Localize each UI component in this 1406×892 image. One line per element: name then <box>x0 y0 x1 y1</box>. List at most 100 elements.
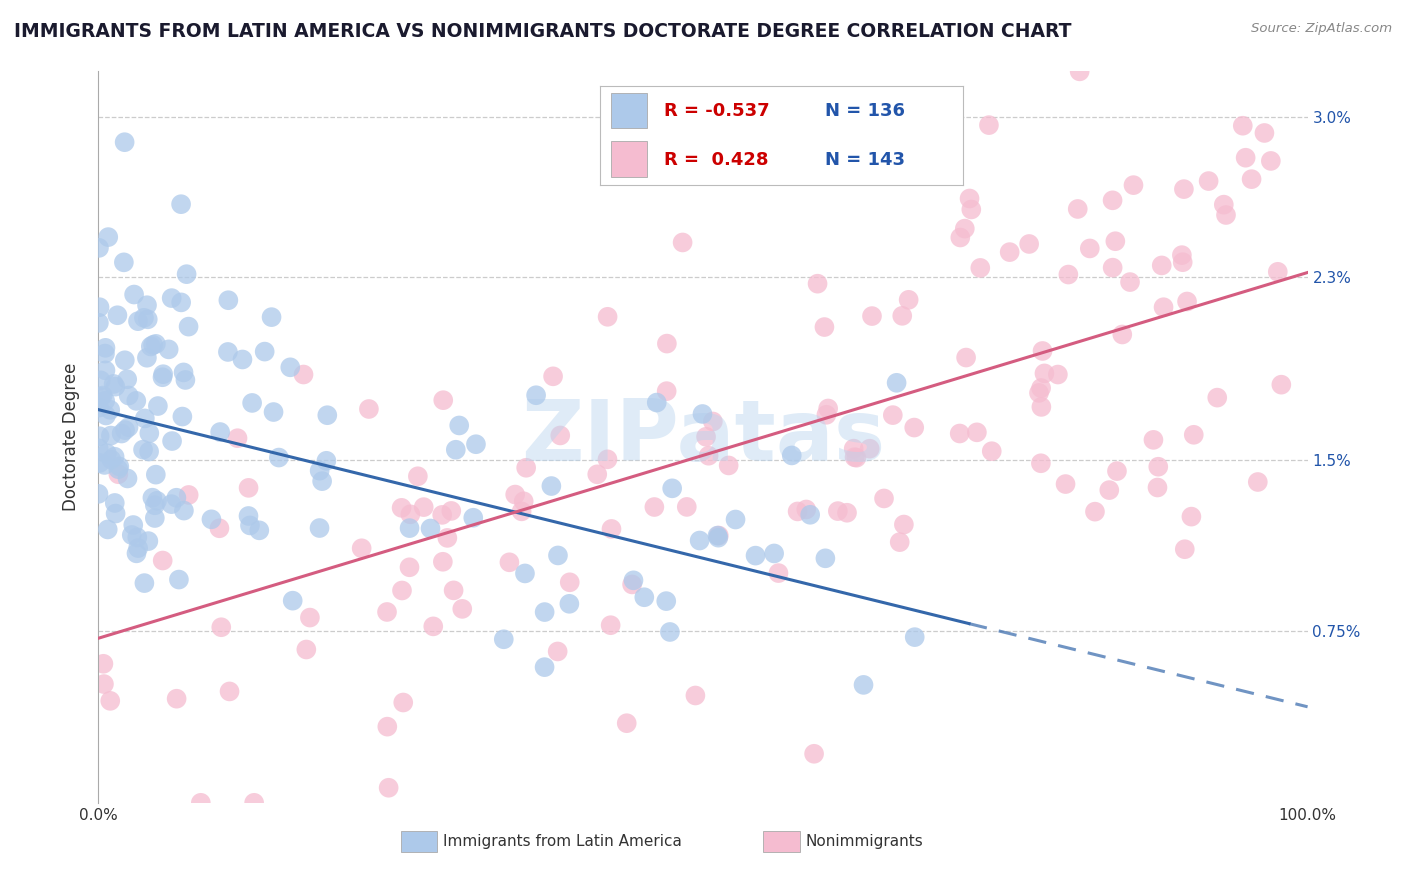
Point <box>114 353 136 368</box>
Point <box>1033 367 1056 381</box>
Point <box>443 583 465 598</box>
Point <box>170 295 193 310</box>
Point <box>104 507 127 521</box>
Point <box>768 566 790 580</box>
Point <box>524 388 547 402</box>
Point <box>655 336 678 351</box>
Point <box>512 494 534 508</box>
Point <box>658 624 681 639</box>
Point <box>398 560 420 574</box>
Point <box>1069 64 1091 78</box>
Point <box>375 720 398 734</box>
Point <box>170 197 193 211</box>
Point <box>1174 542 1197 557</box>
Point <box>117 471 139 485</box>
Point <box>799 508 821 522</box>
Point <box>465 437 488 451</box>
Point <box>167 573 190 587</box>
Point <box>803 747 825 761</box>
Point <box>377 780 399 795</box>
Point <box>1104 234 1126 248</box>
Point <box>136 298 159 312</box>
Point <box>842 442 865 456</box>
Point <box>763 546 786 560</box>
Text: ZIPatas: ZIPatas <box>520 395 886 479</box>
Point <box>1018 237 1040 252</box>
Point <box>160 497 183 511</box>
Point <box>510 504 533 518</box>
Point <box>160 434 183 448</box>
Point <box>436 531 458 545</box>
Point <box>391 500 413 515</box>
Point <box>969 260 991 275</box>
Point <box>125 546 148 560</box>
Point <box>744 549 766 563</box>
Point <box>412 500 434 515</box>
Point <box>190 796 212 810</box>
Point <box>114 135 136 149</box>
Point <box>977 118 1000 132</box>
Point <box>107 462 129 476</box>
Point <box>1232 119 1254 133</box>
Point <box>444 442 467 457</box>
Point <box>1098 483 1121 497</box>
Point <box>138 444 160 458</box>
Point <box>127 530 149 544</box>
Point <box>1067 202 1090 216</box>
Point <box>146 399 169 413</box>
Point <box>596 310 619 324</box>
Point <box>107 308 129 322</box>
Point <box>87 442 110 456</box>
Point <box>295 642 318 657</box>
Point <box>110 426 132 441</box>
Point <box>260 310 283 325</box>
Point <box>398 521 420 535</box>
Point <box>239 518 262 533</box>
Point <box>97 523 120 537</box>
Point <box>143 511 166 525</box>
Point <box>127 541 149 555</box>
Point <box>1146 481 1168 495</box>
Point <box>852 678 875 692</box>
Point <box>1247 475 1270 489</box>
Point <box>586 467 609 482</box>
Point <box>141 491 163 505</box>
Point <box>121 528 143 542</box>
Point <box>132 310 155 325</box>
Point <box>980 444 1002 458</box>
Point <box>449 418 471 433</box>
Point <box>89 456 111 470</box>
Point <box>114 423 136 437</box>
Point <box>1057 268 1080 282</box>
Point <box>146 493 169 508</box>
Point <box>226 431 249 445</box>
Point <box>177 319 200 334</box>
Point <box>1182 427 1205 442</box>
Point <box>96 446 118 460</box>
Point <box>655 594 678 608</box>
Y-axis label: Doctorate Degree: Doctorate Degree <box>62 363 80 511</box>
Point <box>350 541 373 556</box>
Point <box>138 426 160 441</box>
Point <box>873 491 896 506</box>
Point <box>616 716 638 731</box>
Point <box>94 363 117 377</box>
Point <box>806 277 828 291</box>
Point <box>134 576 156 591</box>
Point <box>596 452 619 467</box>
Point <box>315 454 337 468</box>
Point <box>142 338 165 352</box>
Point <box>107 467 129 482</box>
Point <box>889 535 911 549</box>
Point <box>125 393 148 408</box>
Point <box>1147 459 1170 474</box>
Point <box>498 555 520 569</box>
Point <box>391 583 413 598</box>
Point <box>177 488 200 502</box>
Point <box>702 415 724 429</box>
Point <box>706 528 728 542</box>
Point <box>316 408 339 422</box>
Point <box>1119 275 1142 289</box>
Point <box>1101 260 1123 275</box>
Point <box>93 458 115 472</box>
